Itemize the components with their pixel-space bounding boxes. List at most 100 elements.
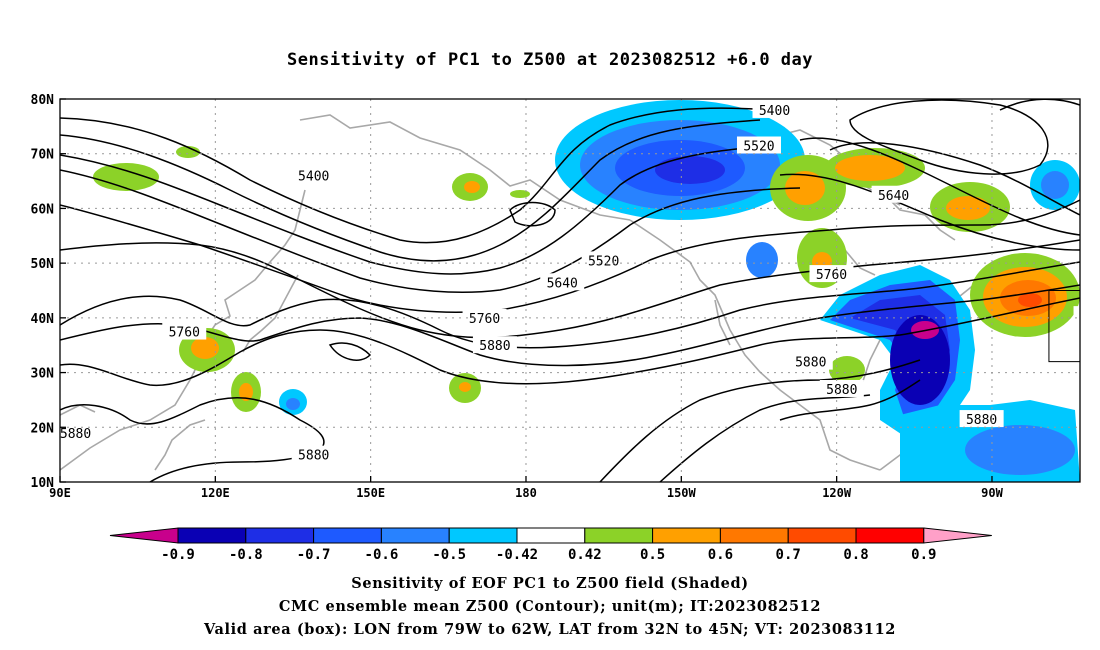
contour-label-bg xyxy=(162,322,207,340)
contour-label: 5400 xyxy=(298,170,329,185)
pos-siberia xyxy=(93,163,159,191)
colorbar-label: 0.42 xyxy=(568,547,602,563)
contour-label: 5760 xyxy=(816,268,847,283)
colorbar-label: -0.9 xyxy=(161,547,195,563)
colorbar-label: 0.6 xyxy=(708,547,733,563)
colorbar-label: -0.5 xyxy=(432,547,466,563)
contour-label-bg xyxy=(581,251,626,269)
map-frame xyxy=(59,98,1081,483)
colorbar-label: -0.42 xyxy=(496,547,538,563)
pos-china-core xyxy=(191,337,219,359)
contour-label-bg xyxy=(819,379,864,397)
colorbar-box xyxy=(177,527,247,544)
lon-tick-label: 120W xyxy=(822,486,852,500)
contour-label: 5760 xyxy=(169,326,200,341)
lat-tick-label: 50N xyxy=(31,257,55,272)
contour-label-bg xyxy=(736,136,781,154)
contour-label: 5880 xyxy=(298,449,329,464)
colorbar-box xyxy=(448,527,518,544)
colorbar-label: 0.8 xyxy=(843,547,868,563)
contour-label: 5880 xyxy=(479,339,510,354)
pos-bering xyxy=(510,190,530,198)
colorbar-box xyxy=(584,527,654,544)
pos-taiwan-core xyxy=(239,383,253,401)
lat-tick-label: 60N xyxy=(31,202,55,217)
lon-tick-label: 90E xyxy=(49,486,71,500)
pos-small-north xyxy=(176,146,200,158)
contour-label: 5880 xyxy=(60,427,91,442)
colorbar-box xyxy=(719,527,789,544)
colorbar-box xyxy=(313,527,382,544)
footer-line-valid-area: Valid area (box): LON from 79W to 62W, L… xyxy=(204,621,896,638)
lat-tick-label: 70N xyxy=(31,148,55,163)
contour-label: 5760 xyxy=(1080,309,1100,324)
contour-label: 5880 xyxy=(795,356,826,371)
pos-chukotka-core xyxy=(464,181,480,193)
contour-label-bg xyxy=(809,265,854,283)
colorbar-label: -0.8 xyxy=(229,547,263,563)
colorbar-label: -0.7 xyxy=(297,547,331,563)
colorbar-triangle-low xyxy=(109,527,179,544)
contour-label-bg xyxy=(871,185,916,203)
lon-tick-label: 90W xyxy=(981,486,1003,500)
contour-label: 5520 xyxy=(588,254,619,269)
neg-atlantic-core xyxy=(965,425,1075,475)
colorbar-box xyxy=(380,527,450,544)
pos-midpacific-core xyxy=(459,382,471,392)
colorbar-box xyxy=(855,527,925,544)
footer-line-shading: Sensitivity of EOF PC1 to Z500 field (Sh… xyxy=(351,575,749,592)
pos-hudson-core xyxy=(835,155,905,181)
contour-label-bg xyxy=(788,352,833,370)
colorbar: -0.9 -0.8 -0.7 -0.6 -0.5 -0.42 0.42 0.5 0.6 0.7 0.… xyxy=(109,527,992,563)
pos-labrador-core xyxy=(946,196,990,220)
contour-label-bg xyxy=(1073,306,1080,324)
lat-tick-label: 40N xyxy=(31,312,55,327)
contour-label-bg xyxy=(462,308,507,326)
pos-canada-west-core xyxy=(785,171,825,205)
lat-tick-label: 30N xyxy=(31,367,55,382)
contour-label: 5400 xyxy=(759,104,790,119)
contour-label-bg xyxy=(291,166,336,184)
pos-natlantic-inner xyxy=(1018,293,1042,307)
neg-blob-greenland-core xyxy=(1041,171,1069,199)
contour-label: 5640 xyxy=(878,189,909,204)
sensitivity-map: 5400552056405280540054005520564057605760… xyxy=(31,93,1100,563)
figure-title: Sensitivity of PC1 to Z500 at 2023082512… xyxy=(286,50,813,70)
valid-area-box xyxy=(1048,290,1080,363)
neg-alaska-inner xyxy=(655,156,725,184)
lon-tick-label: 150W xyxy=(667,486,697,500)
contour-label-bg xyxy=(291,445,336,463)
lon-tick-label: 150E xyxy=(356,486,385,500)
colorbar-box xyxy=(245,527,315,544)
colorbar-label: 0.7 xyxy=(776,547,801,563)
contour-label: 5880 xyxy=(966,413,997,428)
lon-tick-label: 180 xyxy=(515,486,537,500)
colorbar-box xyxy=(787,527,857,544)
colorbar-label: 0.9 xyxy=(911,547,936,563)
contour-label: 5760 xyxy=(469,312,500,327)
contour-label-bg xyxy=(959,410,1004,428)
neg-blob-pacific-core xyxy=(286,398,300,410)
contour-label-bg xyxy=(472,336,517,354)
colorbar-label: 0.5 xyxy=(640,547,665,563)
contour-label-bg xyxy=(752,100,797,118)
colorbar-box xyxy=(652,527,721,544)
sensitivity-shading xyxy=(93,100,1080,482)
footer-line-contour: CMC ensemble mean Z500 (Contour); unit(m… xyxy=(278,598,822,615)
lat-tick-label: 80N xyxy=(31,93,55,108)
pos-gulf xyxy=(829,356,865,384)
contour-label-bg xyxy=(60,423,98,441)
contour-labels: 5400552056405280540054005520564057605760… xyxy=(60,100,1100,464)
colorbar-box xyxy=(516,527,586,544)
map-gridlines xyxy=(60,99,1080,482)
contour-label: 5520 xyxy=(743,140,774,155)
lat-tick-label: 10N xyxy=(31,476,55,491)
contour-label-bg xyxy=(540,273,585,291)
colorbar-label: -0.6 xyxy=(365,547,399,563)
contour-label: 5880 xyxy=(826,383,857,398)
colorbar-triangle-high xyxy=(923,527,992,544)
contour-label: 5640 xyxy=(547,276,578,291)
neg-blob-canada xyxy=(746,242,778,278)
lat-tick-label: 20N xyxy=(31,421,55,436)
